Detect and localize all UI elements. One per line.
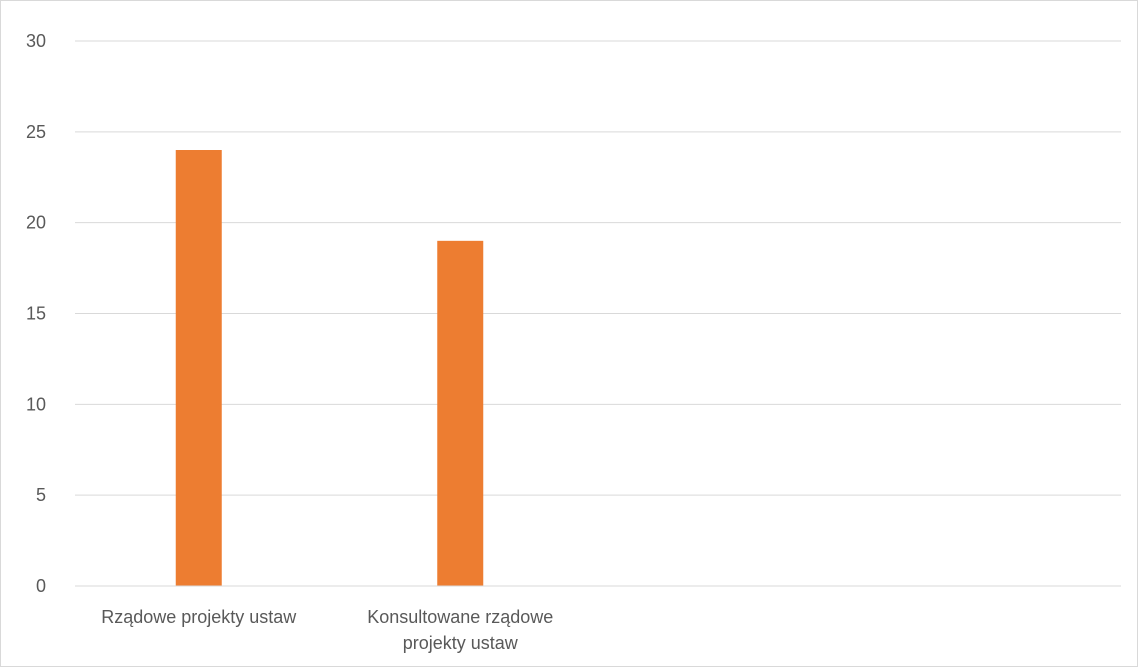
x-axis-category-labels: Rządowe projekty ustaw Konsultowane rządo… bbox=[101, 607, 553, 653]
bar bbox=[175, 150, 222, 586]
x-category-label-line: projekty ustaw bbox=[403, 633, 519, 653]
y-tick-label: 25 bbox=[26, 122, 46, 142]
y-tick-label: 30 bbox=[26, 31, 46, 51]
y-tick-label: 0 bbox=[36, 576, 46, 596]
gridlines bbox=[75, 40, 1121, 496]
y-axis-tick-labels: 0 5 10 15 20 25 30 bbox=[26, 31, 46, 596]
x-category-label-line: Rządowe projekty ustaw bbox=[101, 607, 297, 627]
x-category-label: Konsultowane rządowe projekty ustaw bbox=[367, 607, 553, 653]
x-category-label-line: Konsultowane rządowe bbox=[367, 607, 553, 627]
bar bbox=[437, 240, 484, 587]
x-category-label: Rządowe projekty ustaw bbox=[101, 607, 297, 627]
y-tick-label: 20 bbox=[26, 213, 46, 233]
y-tick-label: 5 bbox=[36, 485, 46, 505]
y-tick-label: 10 bbox=[26, 394, 46, 414]
y-tick-label: 15 bbox=[26, 304, 46, 324]
bars bbox=[175, 150, 484, 587]
